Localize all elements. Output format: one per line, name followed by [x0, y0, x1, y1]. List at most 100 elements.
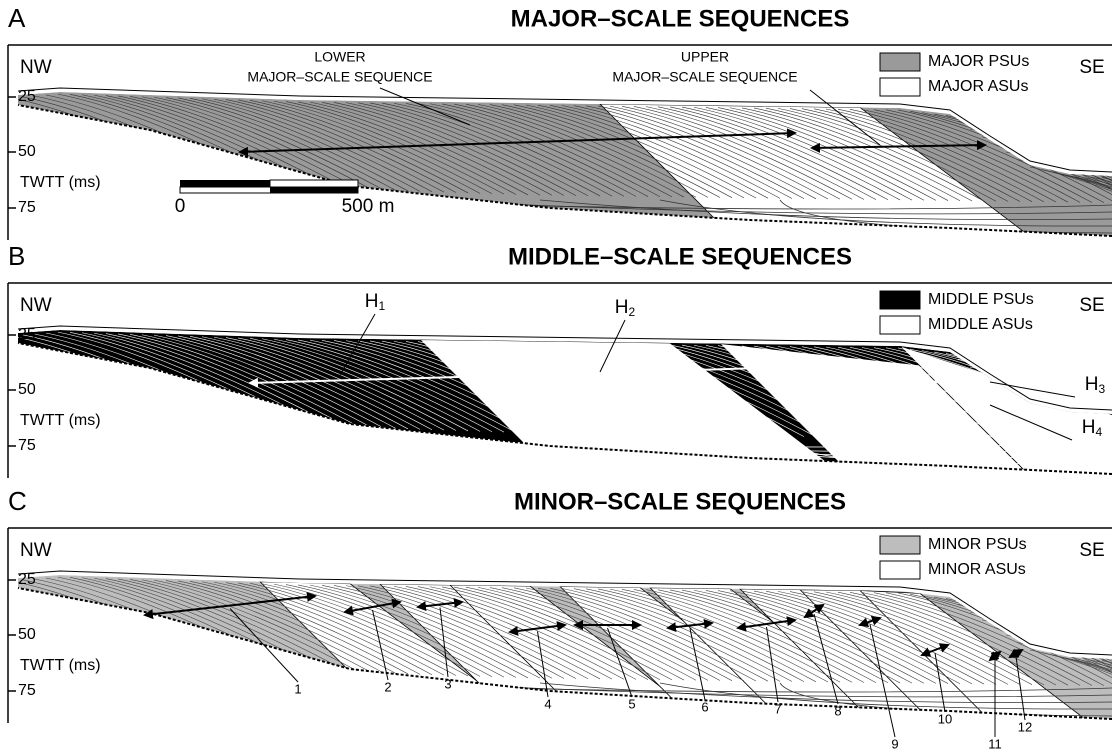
sequence-arrow	[858, 615, 882, 628]
clinoform	[837, 591, 1069, 686]
clinoform	[885, 592, 1112, 687]
clinoform	[369, 585, 601, 680]
clinoform	[429, 586, 661, 680]
tick-label: 50	[18, 143, 36, 160]
clinoform	[1065, 657, 1112, 719]
horizon-base: H	[1085, 374, 1099, 395]
clinoform	[141, 334, 373, 428]
sequence-arrow	[973, 393, 997, 410]
leader-line	[537, 631, 549, 698]
leader-line	[989, 404, 1073, 441]
leader-line	[689, 628, 706, 701]
clinoform	[417, 586, 649, 680]
legend-label: MINOR PSUs	[928, 536, 1027, 553]
nw-label: NW	[20, 57, 52, 78]
legend-label: MAJOR PSUs	[928, 53, 1029, 70]
legend-label: MAJOR ASUs	[928, 78, 1028, 95]
legend-swatch	[879, 290, 921, 310]
axis-label: TWTT (ms)	[20, 657, 101, 674]
top-surface	[17, 87, 1112, 173]
sequence-number: 5	[628, 696, 635, 711]
panel-title: MINOR–SCALE SEQUENCES	[514, 488, 846, 515]
tick-label: 50	[18, 381, 36, 398]
leader-line	[934, 652, 946, 713]
clinoform	[1065, 174, 1112, 236]
clinoform	[885, 109, 1112, 204]
sequence-arrow	[343, 598, 402, 616]
panel-letter: C	[8, 486, 27, 516]
sequence-arrow	[988, 650, 1002, 662]
horizon-base: H	[615, 297, 629, 318]
clinoform	[405, 586, 637, 680]
scale-label: 500 m	[342, 196, 395, 217]
se-label: SE	[1079, 57, 1104, 78]
clinoform	[117, 95, 349, 190]
leader-line	[379, 87, 471, 126]
horizon-sub: 2	[629, 305, 636, 319]
clinoform	[177, 335, 409, 430]
clinoform	[357, 585, 589, 680]
horizon-sub: 3	[1099, 382, 1106, 396]
clinoform	[117, 333, 349, 428]
legend-swatch	[879, 52, 921, 72]
sequence-number: 4	[544, 696, 551, 711]
se-label: SE	[1079, 295, 1104, 316]
clinoform	[453, 586, 685, 681]
clinoform	[273, 583, 505, 678]
clinoform	[861, 592, 1093, 686]
nw-label: NW	[20, 540, 52, 561]
sequence-arrow	[416, 597, 464, 612]
horizon-sub: 1	[379, 299, 386, 313]
legend-swatch	[879, 560, 921, 580]
horizon-label: H1	[365, 291, 386, 313]
sequence-arrow	[143, 591, 317, 620]
leader-line	[339, 313, 376, 376]
scale-label: 0	[175, 196, 186, 217]
legend-swatch	[879, 77, 921, 97]
sequence-arrow	[920, 643, 950, 657]
tick-label: 25	[18, 326, 36, 343]
sequence-arrow	[736, 616, 797, 632]
panel-title: MAJOR–SCALE SEQUENCES	[511, 5, 850, 32]
clinoform	[1077, 176, 1112, 236]
clinoform	[1077, 414, 1112, 474]
se-label: SE	[1079, 540, 1104, 561]
clinoform	[477, 587, 709, 681]
sequence-number: 10	[938, 711, 952, 726]
clinoform	[1077, 659, 1112, 719]
clinoform	[285, 584, 517, 678]
tick-label: 25	[18, 571, 36, 588]
legend-label: MIDDLE ASUs	[928, 316, 1033, 333]
clinoform	[729, 590, 961, 684]
clinoform	[309, 584, 541, 679]
leader-line	[869, 624, 896, 738]
bottomset	[539, 437, 1112, 458]
tick-label: 75	[18, 199, 36, 216]
tick-label: 75	[18, 437, 36, 454]
clinoform	[465, 586, 697, 681]
sequence-arrow	[666, 618, 714, 633]
clinoform	[549, 588, 781, 682]
leader-line	[599, 319, 626, 373]
clinoform	[189, 336, 421, 430]
panel-title: MIDDLE–SCALE SEQUENCES	[508, 243, 852, 270]
leader-line	[607, 627, 633, 698]
section	[18, 330, 1112, 474]
sequence-arrow	[810, 140, 987, 153]
base-surface	[17, 104, 1112, 237]
clinoform	[825, 591, 1057, 686]
clinoform	[465, 341, 697, 436]
panel-letter: B	[8, 241, 25, 271]
annotation: MAJOR–SCALE SEQUENCE	[247, 69, 432, 85]
leader-line	[809, 89, 881, 146]
annotation: LOWER	[314, 49, 365, 65]
sequence-arrow	[238, 128, 797, 157]
clinoform	[561, 588, 793, 682]
top-surface	[17, 570, 1112, 656]
clinoform	[501, 587, 733, 681]
leader-line	[1015, 656, 1026, 721]
clinoform	[105, 95, 337, 189]
sequence-number: 1	[294, 681, 301, 696]
leader-line	[766, 626, 779, 703]
leader-line	[989, 381, 1076, 398]
